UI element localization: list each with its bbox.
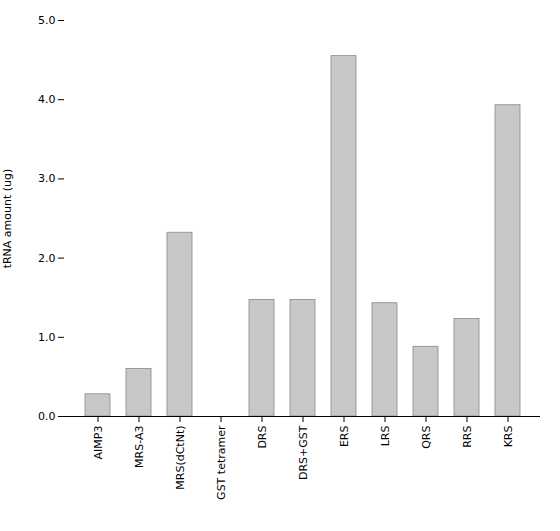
svg-text:DRS+GST: DRS+GST [297,425,310,480]
svg-text:RRS: RRS [461,425,474,447]
svg-text:2.0: 2.0 [38,252,56,265]
svg-text:LRS: LRS [379,425,392,446]
svg-text:tRNA amount (ug): tRNA amount (ug) [1,169,14,269]
svg-text:4.0: 4.0 [38,93,56,106]
svg-text:ERS: ERS [338,425,351,447]
svg-text:MRS-A3: MRS-A3 [133,426,146,468]
svg-text:3.0: 3.0 [38,172,56,185]
svg-text:QRS: QRS [420,425,433,448]
svg-text:DRS: DRS [256,425,269,448]
svg-text:0.0: 0.0 [38,410,56,423]
svg-text:KRS: KRS [502,425,515,447]
svg-text:MRS(dCtNt): MRS(dCtNt) [174,426,187,490]
svg-text:GST tetramer: GST tetramer [215,425,228,500]
svg-text:5.0: 5.0 [38,14,56,27]
svg-text:1.0: 1.0 [38,331,56,344]
svg-text:AIMP3: AIMP3 [92,426,105,460]
